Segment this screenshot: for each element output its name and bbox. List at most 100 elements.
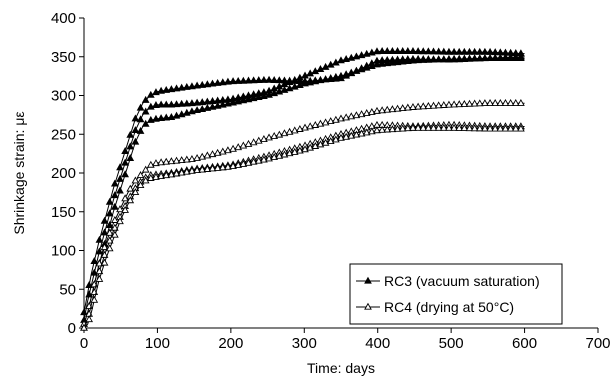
data-point-marker — [95, 259, 104, 267]
data-point-marker — [203, 165, 212, 172]
data-point-marker — [393, 47, 402, 55]
data-point-marker — [311, 120, 320, 128]
data-point-marker — [229, 77, 237, 85]
y-tick-label: 150 — [51, 204, 76, 221]
data-point-marker — [131, 126, 140, 134]
data-point-marker — [517, 52, 525, 60]
data-point-marker — [419, 55, 428, 63]
data-point-marker — [517, 124, 525, 132]
data-point-marker — [249, 76, 258, 84]
x-tick-label: 0 — [80, 335, 88, 352]
data-point-marker — [260, 92, 268, 99]
data-point-marker — [311, 67, 320, 75]
data-point-marker — [455, 100, 464, 108]
data-point-marker — [414, 47, 422, 55]
data-point-marker — [198, 80, 207, 88]
data-point-marker — [409, 103, 417, 110]
data-point-marker — [367, 127, 376, 135]
data-point-marker — [208, 150, 217, 158]
y-tick-label: 100 — [51, 243, 76, 260]
data-point-marker — [326, 117, 335, 125]
data-point-marker — [398, 47, 407, 55]
data-point-marker — [136, 115, 145, 123]
data-point-marker — [100, 228, 109, 236]
data-point-marker — [445, 100, 453, 108]
data-point-marker — [445, 47, 453, 55]
data-point-marker — [388, 105, 397, 113]
data-point-marker — [409, 123, 417, 131]
data-point-marker — [316, 76, 325, 84]
data-point-marker — [110, 223, 119, 231]
data-point-marker — [362, 109, 371, 117]
data-point-marker — [439, 123, 448, 131]
data-point-marker — [450, 54, 458, 62]
data-point-marker — [424, 101, 433, 109]
data-point-marker — [172, 100, 181, 108]
data-point-marker — [388, 47, 397, 55]
data-point-marker — [373, 47, 381, 55]
data-point-marker — [393, 124, 402, 132]
data-point-marker — [182, 167, 191, 175]
data-point-marker — [90, 295, 99, 303]
data-point-marker — [439, 55, 448, 63]
data-point-marker — [116, 186, 124, 194]
data-point-marker — [321, 62, 330, 70]
data-point-marker — [244, 95, 253, 103]
data-point-marker — [152, 172, 160, 180]
data-point-marker — [362, 49, 371, 57]
data-point-marker — [460, 54, 469, 62]
data-point-marker — [136, 126, 145, 134]
data-point-marker — [265, 154, 273, 162]
data-point-marker — [326, 60, 335, 68]
data-point-marker — [306, 69, 315, 77]
data-point-marker — [152, 159, 160, 167]
data-point-marker — [331, 72, 340, 80]
data-point-marker — [383, 105, 392, 113]
data-point-marker — [100, 243, 109, 251]
data-point-marker — [121, 158, 129, 166]
data-point-marker — [465, 54, 474, 62]
data-point-marker — [177, 156, 186, 164]
data-point-marker — [352, 130, 361, 138]
data-point-marker — [203, 151, 212, 159]
data-point-marker — [347, 53, 356, 61]
data-point-marker — [326, 74, 335, 81]
legend-item-1: RC3 (vacuum saturation) — [356, 273, 540, 289]
data-point-marker — [393, 58, 402, 66]
data-point-marker — [331, 115, 340, 123]
legend-item-2: RC4 (drying at 50°C) — [356, 299, 514, 315]
data-point-marker — [434, 101, 443, 109]
data-point-marker — [95, 247, 104, 255]
data-point-marker — [393, 104, 402, 112]
data-point-marker — [167, 100, 176, 108]
data-point-marker — [234, 160, 243, 168]
data-point-marker — [460, 124, 469, 132]
data-point-marker — [506, 53, 515, 61]
data-point-marker — [450, 123, 458, 131]
data-point-marker — [409, 56, 417, 64]
data-point-marker — [198, 105, 207, 112]
data-point-marker — [162, 157, 171, 165]
data-point-marker — [188, 155, 196, 162]
data-point-marker — [501, 124, 510, 132]
data-point-marker — [409, 47, 417, 55]
data-point-marker — [419, 102, 428, 110]
data-point-marker — [188, 166, 196, 174]
data-point-marker — [450, 47, 458, 55]
data-point-marker — [126, 154, 135, 161]
data-point-marker — [188, 107, 196, 115]
data-point-marker — [455, 54, 464, 62]
y-tick-label: 0 — [68, 320, 76, 337]
data-point-marker — [280, 150, 289, 158]
data-point-marker — [501, 53, 510, 61]
legend-items: RC3 (vacuum saturation) RC4 (drying at 50… — [356, 273, 540, 315]
data-point-marker — [424, 47, 433, 55]
data-point-marker — [429, 55, 438, 63]
data-point-marker — [424, 55, 433, 63]
data-point-marker — [301, 123, 309, 131]
data-point-marker — [403, 47, 412, 55]
x-tick-label: 200 — [218, 335, 243, 352]
data-point-marker — [198, 165, 207, 173]
data-point-marker — [121, 170, 129, 178]
data-point-marker — [254, 156, 263, 164]
